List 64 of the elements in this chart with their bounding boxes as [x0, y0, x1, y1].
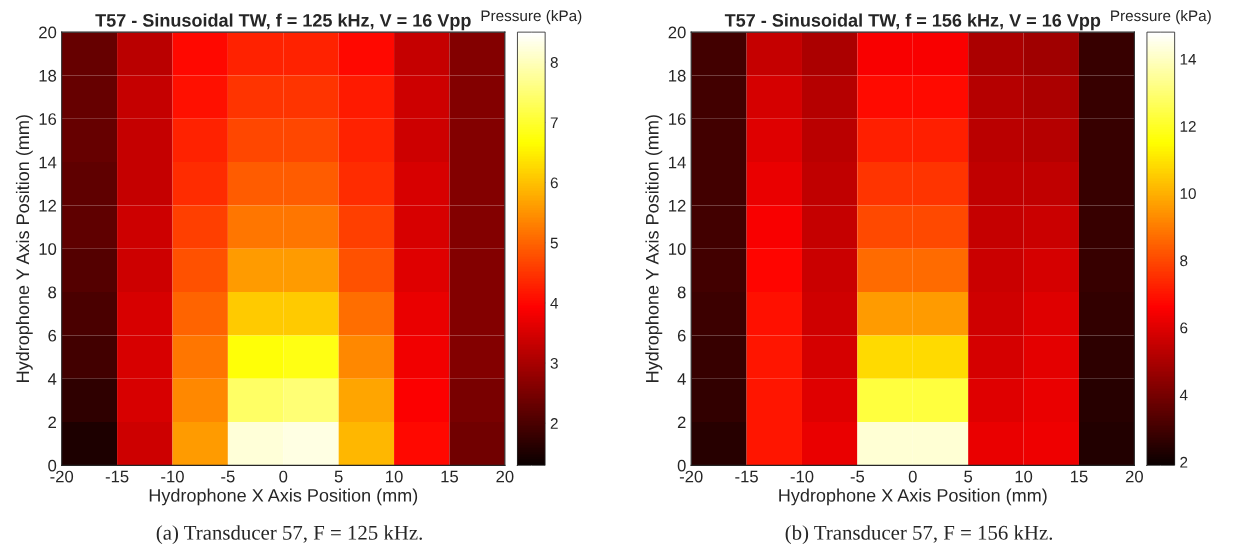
- x-tick-label: -10: [790, 470, 814, 483]
- color-bar-label: 6: [550, 177, 558, 189]
- color-bar-title: Pressure (kPa): [481, 9, 582, 25]
- text: (a) Transducer 57, F = 125 kHz.: [156, 525, 422, 545]
- color-bar-label: 8: [550, 57, 558, 68]
- y-tick-label: 0: [677, 459, 686, 472]
- y-tick-label: 16: [39, 113, 57, 125]
- x-tick-label: -10: [161, 470, 184, 483]
- x-tick-label: 15: [441, 470, 459, 483]
- x-axis-title: Hydrophone X Axis Position (mm): [779, 488, 1047, 506]
- chart-title: T57 - Sinusoidal TW, f = 156 kHz, V = 16 Vpp: [724, 13, 1101, 31]
- color-bar-label: 14: [1180, 54, 1197, 65]
- y-tick-label: 10: [39, 243, 57, 255]
- color-bar-label: 2: [1180, 456, 1188, 468]
- y-axis-title: Hydrophone Y Axis Position (mm): [645, 115, 663, 382]
- y-tick-label: 16: [669, 113, 686, 125]
- color-bar-label: 5: [550, 237, 558, 249]
- y-tick-label: 2: [677, 416, 686, 429]
- y-tick-label: 6: [677, 329, 686, 342]
- x-tick-label: -20: [50, 470, 74, 483]
- color-bar-label: 4: [1179, 389, 1188, 401]
- x-tick-label: 0: [908, 470, 917, 483]
- color-bar-label: 8: [1180, 255, 1188, 267]
- x-tick-label: 20: [496, 470, 514, 483]
- y-tick-label: 10: [669, 243, 686, 255]
- y-tick-label: 18: [669, 69, 686, 82]
- y-tick-label: 4: [47, 373, 57, 385]
- y-tick-label: 18: [39, 69, 57, 82]
- color-bar-label: 10: [1180, 188, 1196, 200]
- y-tick-label: 20: [668, 26, 686, 39]
- color-bar-label: 3: [550, 357, 558, 369]
- y-tick-label: 6: [48, 329, 57, 342]
- x-tick-label: -15: [735, 470, 758, 483]
- y-tick-label: 4: [677, 373, 686, 385]
- x-tick-label: -20: [679, 470, 703, 483]
- y-tick-label: 12: [669, 199, 686, 212]
- y-tick-label: 12: [39, 199, 56, 212]
- x-tick-label: 0: [279, 470, 288, 483]
- x-tick-label: -15: [105, 470, 129, 483]
- color-bar-title: Pressure (kPa): [1111, 9, 1211, 25]
- color-bar-label: 12: [1180, 121, 1196, 132]
- y-tick-label: 8: [48, 286, 57, 299]
- y-axis-title: Hydrophone Y Axis Position (mm): [15, 115, 33, 382]
- color-bar-label: 4: [550, 297, 559, 309]
- color-bar-label: 6: [1180, 322, 1188, 334]
- x-tick-label: -5: [221, 470, 235, 483]
- x-axis-title: Hydrophone X Axis Position (mm): [149, 488, 418, 506]
- y-tick-label: 14: [669, 156, 686, 169]
- y-tick-label: 14: [39, 156, 57, 169]
- y-tick-label: 8: [677, 286, 686, 299]
- chart-title: T57 - Sinusoidal TW, f = 125 kHz, V = 16 Vpp: [95, 13, 471, 31]
- x-tick-label: -5: [850, 470, 865, 483]
- color-bar-label: 7: [550, 117, 558, 128]
- x-tick-label: 10: [386, 470, 403, 483]
- y-tick-label: 2: [48, 416, 56, 429]
- color-bar-label: 2: [550, 418, 558, 429]
- text: (b) Transducer 57, F = 156 kHz.: [785, 525, 1053, 545]
- x-tick-label: 5: [334, 470, 343, 483]
- y-tick-label: 0: [48, 459, 57, 472]
- y-tick-label: 20: [39, 26, 57, 39]
- x-tick-label: 20: [1125, 470, 1143, 483]
- x-tick-label: 5: [964, 470, 973, 483]
- x-tick-label: 10: [1015, 470, 1033, 483]
- x-tick-label: 15: [1070, 470, 1088, 483]
